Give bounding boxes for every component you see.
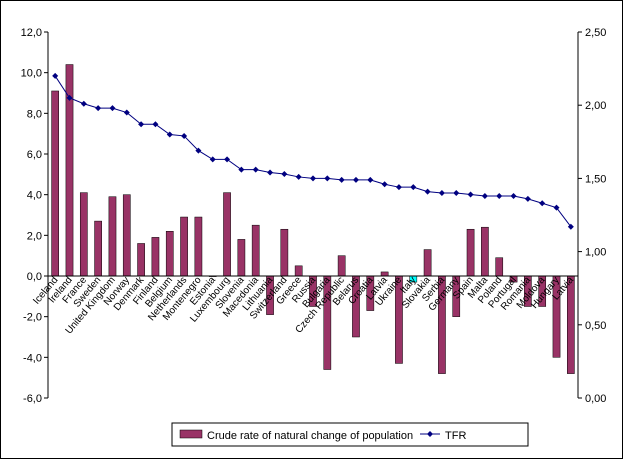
- tfr-marker: [524, 195, 531, 202]
- plot-area: [48, 32, 578, 398]
- tfr-marker: [367, 176, 374, 183]
- bar: [223, 192, 231, 277]
- bar: [108, 196, 117, 277]
- bar: [165, 231, 174, 277]
- bar: [151, 237, 160, 277]
- bar-series: [51, 64, 575, 374]
- tfr-marker: [324, 175, 331, 182]
- bar: [251, 224, 260, 277]
- tfr-marker: [539, 200, 546, 207]
- bar: [180, 216, 188, 277]
- tfr-marker: [238, 166, 245, 173]
- tfr-marker: [567, 223, 574, 230]
- tfr-marker: [181, 132, 188, 139]
- bar: [137, 243, 145, 277]
- legend-box: [171, 422, 529, 447]
- left-tick-label: -6,0: [23, 393, 42, 405]
- right-tick-label: 2,50: [585, 27, 606, 39]
- left-tick-label: 12,0: [21, 27, 42, 39]
- tfr-marker: [410, 184, 417, 191]
- left-tick-label: 4,0: [27, 190, 42, 202]
- tfr-marker: [138, 121, 145, 128]
- left-tick-label: 10,0: [21, 68, 42, 80]
- right-tick-label: 0,50: [585, 320, 606, 332]
- tfr-marker: [438, 190, 445, 197]
- tfr-marker: [395, 184, 402, 191]
- tfr-marker: [481, 192, 488, 199]
- right-tick-label: 0,00: [585, 393, 606, 405]
- left-tick-label: -2,0: [23, 312, 42, 324]
- tfr-marker: [310, 175, 316, 182]
- tfr-marker: [195, 147, 202, 154]
- bar: [481, 226, 489, 277]
- left-tick-label: -4,0: [23, 352, 42, 364]
- legend: Crude rate of natural change of populati…: [171, 422, 529, 447]
- legend-bar-swatch: [179, 429, 203, 439]
- bar: [337, 255, 346, 277]
- bar: [79, 192, 88, 277]
- tfr-series: [52, 72, 574, 230]
- tfr-marker: [553, 204, 560, 211]
- plot-background: [48, 32, 578, 398]
- tfr-marker: [123, 109, 130, 116]
- tfr-marker: [52, 72, 59, 79]
- tfr-marker: [295, 173, 302, 180]
- tfr-marker: [224, 156, 231, 163]
- tfr-marker: [95, 105, 102, 112]
- left-tick-label: 2,0: [27, 230, 42, 242]
- tfr-marker: [281, 171, 288, 178]
- left-tick-label: 8,0: [27, 108, 42, 120]
- tfr-marker: [467, 191, 474, 198]
- legend-label-tfr: TFR: [445, 430, 466, 442]
- tfr-marker: [209, 156, 216, 163]
- right-tick-label: 2,00: [585, 100, 606, 112]
- legend-label-crude-rate: Crude rate of natural change of populati…: [207, 430, 413, 442]
- tfr-marker: [381, 181, 388, 188]
- bar: [51, 90, 59, 277]
- bar: [294, 265, 303, 277]
- tfr-marker: [267, 169, 274, 176]
- bar: [495, 257, 504, 277]
- tfr-marker: [510, 192, 517, 199]
- bar: [466, 228, 475, 277]
- left-tick-label: 6,0: [27, 149, 42, 161]
- tfr-marker: [166, 131, 173, 138]
- tfr-marker: [80, 100, 87, 107]
- tfr-marker: [66, 94, 73, 101]
- bar: [237, 239, 246, 277]
- right-tick-label: 1,50: [585, 173, 606, 185]
- axes: -6,0 -4,0 -2,0 0,0 2,0 4,0 6,0 8,0 10,0 12,0 0,00 0…: [21, 27, 607, 405]
- left-tick-label: 0,0: [27, 271, 42, 283]
- tfr-marker: [453, 190, 460, 197]
- bar: [94, 220, 102, 277]
- bar: [122, 194, 131, 277]
- legend-tfr-marker: [427, 431, 433, 437]
- tfr-marker: [338, 176, 345, 183]
- tfr-marker: [352, 176, 359, 183]
- tfr-marker: [496, 192, 503, 199]
- tfr-marker: [424, 188, 431, 195]
- tfr-marker: [109, 105, 116, 112]
- bar: [280, 228, 289, 277]
- tfr-marker: [252, 166, 259, 173]
- right-tick-label: 1,00: [585, 247, 606, 259]
- tfr-marker: [152, 121, 159, 128]
- bar: [423, 249, 432, 277]
- bar: [194, 216, 203, 277]
